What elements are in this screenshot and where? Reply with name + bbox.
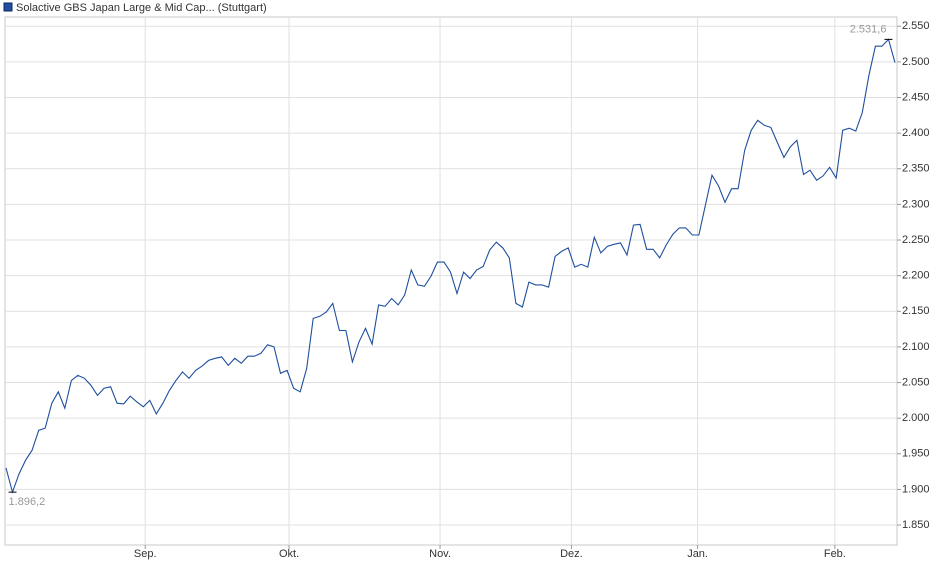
y-tick-label: 1.950: [902, 448, 930, 460]
x-tick-label: Sep.: [134, 548, 157, 560]
price-line: [5, 38, 896, 494]
x-tick-label: Nov.: [429, 548, 451, 560]
x-tick-label: Jan.: [687, 548, 708, 560]
x-tick-label: Dez.: [560, 548, 583, 560]
y-tick-label: 2.250: [902, 234, 930, 246]
y-tick-label: 2.000: [902, 412, 930, 424]
y-tick-label: 1.850: [902, 519, 930, 531]
x-tick-label: Okt.: [279, 548, 299, 560]
legend-swatch: [3, 2, 13, 12]
y-tick-label: 2.300: [902, 198, 930, 210]
y-tick-label: 2.400: [902, 127, 930, 139]
plot-area: [4, 16, 898, 546]
y-tick-label: 2.550: [902, 20, 930, 32]
y-tick-label: 2.100: [902, 341, 930, 353]
y-tick-label: 2.200: [902, 270, 930, 282]
y-tick-label: 2.050: [902, 376, 930, 388]
extreme-label: 1.896,2: [9, 496, 46, 508]
y-tick-label: 2.150: [902, 305, 930, 317]
y-tick-label: 2.450: [902, 91, 930, 103]
x-tick-label: Feb.: [824, 548, 846, 560]
legend-label: Solactive GBS Japan Large & Mid Cap... (…: [16, 2, 267, 14]
y-tick-label: 1.900: [902, 483, 930, 495]
y-tick-label: 2.350: [902, 163, 930, 175]
y-tick-label: 2.500: [902, 56, 930, 68]
extreme-label: 2.531,6: [850, 23, 887, 35]
